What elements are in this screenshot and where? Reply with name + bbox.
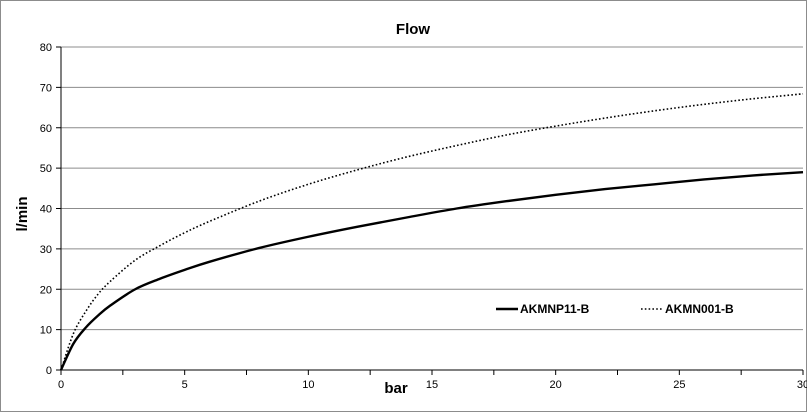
y-axis-title: l/min [14,196,31,231]
legend-label: AKMN001-B [665,302,734,316]
chart-title: Flow [396,21,430,38]
y-tick-label: 70 [40,82,52,94]
y-tick-label: 40 [40,204,52,216]
x-tick-label: 25 [673,379,685,391]
series-line-akmn001-b [60,93,804,371]
y-tick-label: 0 [46,365,52,377]
y-tick-label: 60 [40,123,52,135]
axes [56,46,804,375]
x-tick-label: 20 [550,379,562,391]
legend-label: AKMNP11-B [520,302,590,316]
series-line-akmnp11-b [59,170,804,371]
series-lines [59,93,804,371]
y-tick-label: 80 [40,42,52,54]
x-axis-title: bar [384,380,408,397]
y-tick-label: 50 [40,163,52,175]
x-tick-label: 10 [302,379,314,391]
legend: AKMNP11-B AKMN001-B [496,302,734,316]
gridlines [61,46,803,331]
y-tick-label: 30 [40,244,52,256]
tick-labels: 0 10 20 30 40 50 60 70 80 0 5 10 15 20 25 30 [40,42,807,391]
x-tick-label: 5 [182,379,188,391]
y-tick-label: 10 [40,325,52,337]
x-tick-label: 0 [58,379,64,391]
y-tick-label: 20 [40,284,52,296]
x-tick-label: 30 [797,379,807,391]
x-tick-label: 15 [426,379,438,391]
